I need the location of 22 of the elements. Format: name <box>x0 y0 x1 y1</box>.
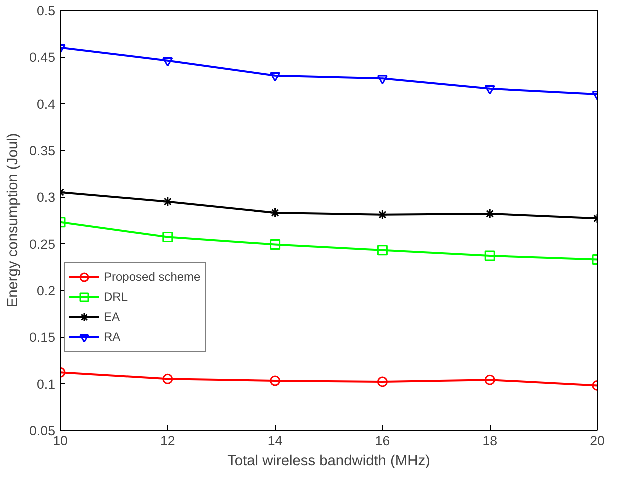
y-axis-title: Energy consumption (Joul) <box>6 133 22 308</box>
y-tick-label: 0.35 <box>30 144 56 158</box>
legend-label: Proposed scheme <box>104 270 201 284</box>
x-tick-label: 18 <box>482 434 498 448</box>
x-tick-label: 12 <box>160 434 176 448</box>
y-tick-label: 0.1 <box>36 376 56 392</box>
y-tick-label: 0.2 <box>36 284 56 298</box>
y-tick-label: 0.45 <box>30 50 56 66</box>
y-tick-label: 0.15 <box>30 330 56 346</box>
x-tick-label: 10 <box>53 434 68 448</box>
x-tick-label: 20 <box>590 434 605 448</box>
y-tick-label: 0.4 <box>36 96 56 112</box>
legend-label: EA <box>104 310 122 324</box>
x-axis-title: Total wireless bandwidth (MHz) <box>228 454 430 470</box>
legend-label: RA <box>104 330 122 344</box>
x-tick-label: 16 <box>375 434 390 448</box>
x-tick-label: 14 <box>268 434 284 448</box>
y-tick-label: 0.5 <box>36 4 56 18</box>
y-tick-label: 0.3 <box>36 190 56 206</box>
y-tick-label: 0.05 <box>30 424 56 438</box>
legend-label: DRL <box>104 290 128 304</box>
y-tick-label: 0.25 <box>30 236 56 252</box>
